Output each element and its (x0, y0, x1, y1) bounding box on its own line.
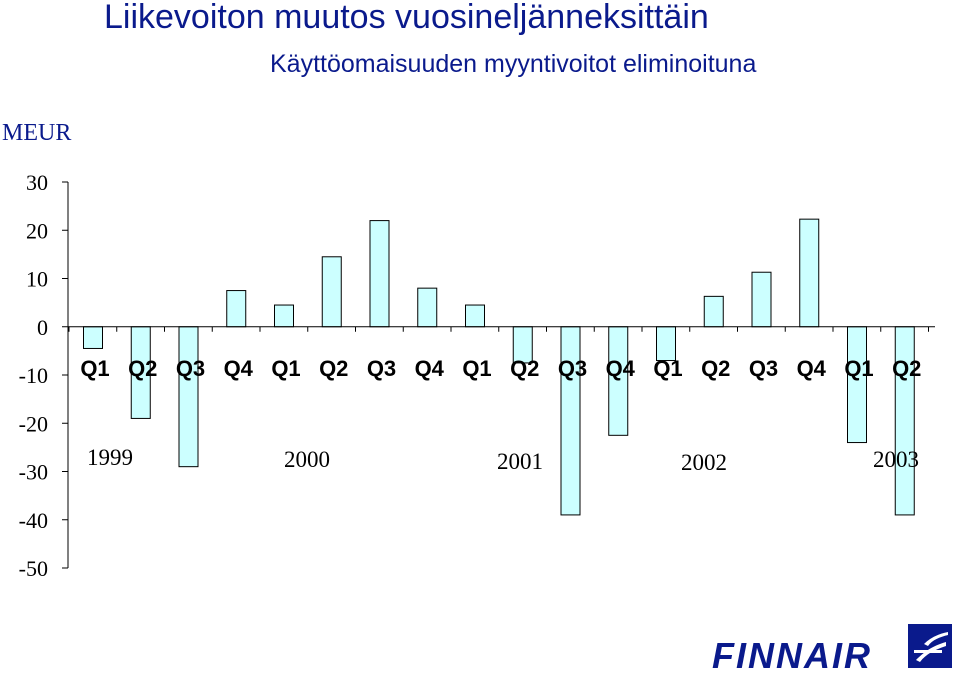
x-tick-label: Q4 (415, 356, 445, 381)
x-tick-label: Q1 (271, 356, 300, 381)
bar (83, 326, 103, 349)
x-tick-label: Q2 (701, 356, 730, 381)
bar (321, 256, 342, 328)
year-labels: 1999 2000 2001 2002 2003 (87, 445, 919, 475)
bar (608, 326, 629, 436)
x-tick-label: Q3 (558, 356, 587, 381)
y-tick-label: 30 (26, 170, 48, 195)
chart-title: Liikevoiton muutos vuosineljänneksittäin (104, 0, 709, 36)
y-tick-label: -20 (19, 411, 48, 436)
bar (847, 326, 867, 444)
chart-subtitle: Käyttöomaisuuden myyntivoitot eliminoitu… (270, 50, 757, 78)
x-tick-label: Q1 (653, 356, 682, 381)
x-tick-label: Q1 (462, 356, 491, 381)
x-tick-label: Q3 (176, 356, 205, 381)
bar (799, 218, 820, 328)
y-tick-label: 10 (26, 267, 48, 292)
y-tick-label: -10 (19, 363, 48, 388)
y-axis-ticks: 30 20 10 0 -10 -20 -30 -40 -50 (19, 170, 68, 581)
x-tick-label: Q4 (606, 356, 636, 381)
x-tick-label: Q4 (224, 356, 254, 381)
bar (178, 326, 199, 468)
y-tick-label: 20 (26, 218, 48, 243)
y-tick-label: -30 (19, 460, 48, 485)
y-axis-unit-label: MEUR (2, 120, 72, 146)
x-tick-label: Q1 (844, 356, 873, 381)
x-tick-label: Q2 (510, 356, 539, 381)
x-tick-label: Q4 (797, 356, 827, 381)
year-label: 2000 (284, 447, 330, 472)
bar (894, 326, 915, 516)
y-tick-label: -40 (19, 508, 48, 533)
bar (226, 290, 247, 328)
bar (274, 304, 294, 328)
year-label: 2001 (497, 449, 543, 474)
bar (703, 295, 724, 328)
axes (67, 182, 935, 568)
bar (560, 326, 581, 516)
quarter-labels: Q1 Q2 Q3 Q4 Q1 Q2 Q3 Q4 Q1 Q2 Q3 Q4 Q1 Q2 Q3 Q4 Q1 Q2 (80, 356, 921, 381)
finnair-logo-icon: FINNAIR (712, 624, 952, 672)
bar (751, 271, 772, 328)
y-tick-label: 0 (37, 315, 48, 340)
x-tick-label: Q3 (749, 356, 778, 381)
x-tick-label: Q2 (892, 356, 921, 381)
year-label: 2003 (873, 447, 919, 472)
x-tick-label: Q2 (128, 356, 157, 381)
x-tick-label: Q3 (367, 356, 396, 381)
logo-wordmark: FINNAIR (712, 635, 872, 672)
bar (465, 304, 485, 328)
year-label: 1999 (87, 445, 133, 470)
year-label: 2002 (681, 450, 727, 475)
bar (369, 220, 390, 328)
x-tick-label: Q2 (319, 356, 348, 381)
y-tick-label: -50 (19, 556, 48, 581)
x-tick-label: Q1 (80, 356, 109, 381)
bar (417, 287, 438, 328)
